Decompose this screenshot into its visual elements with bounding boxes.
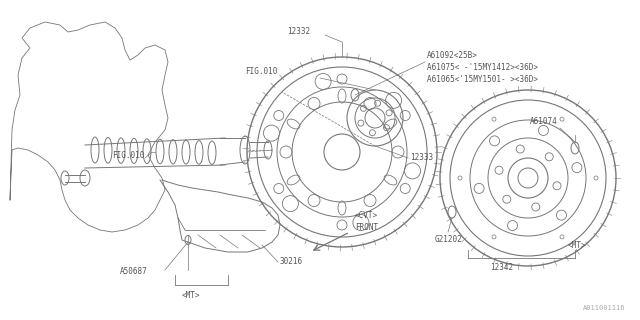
Text: 12333: 12333 — [410, 154, 433, 163]
Ellipse shape — [104, 138, 112, 163]
Text: <CVT>: <CVT> — [355, 211, 378, 220]
Ellipse shape — [169, 140, 177, 164]
Ellipse shape — [156, 139, 164, 164]
Text: FIG.010: FIG.010 — [245, 68, 277, 76]
Text: G21202: G21202 — [435, 236, 463, 244]
Ellipse shape — [130, 138, 138, 164]
Text: A61092<25B>: A61092<25B> — [427, 51, 478, 60]
Text: <MT>: <MT> — [568, 241, 586, 250]
Ellipse shape — [91, 137, 99, 163]
Text: 30216: 30216 — [280, 258, 303, 267]
Ellipse shape — [117, 138, 125, 163]
Text: A61065<'15MY1501- ><36D>: A61065<'15MY1501- ><36D> — [427, 76, 538, 84]
Text: FRONT: FRONT — [355, 223, 378, 233]
Ellipse shape — [208, 141, 216, 164]
Ellipse shape — [143, 139, 151, 164]
Ellipse shape — [264, 141, 272, 159]
Text: <MT>: <MT> — [182, 291, 200, 300]
Text: FIG.010: FIG.010 — [112, 150, 145, 159]
Text: A50687: A50687 — [120, 268, 148, 276]
Ellipse shape — [240, 136, 250, 164]
Ellipse shape — [182, 140, 190, 164]
Text: 12332: 12332 — [287, 28, 310, 36]
Text: A61075< -'15MY1412><36D>: A61075< -'15MY1412><36D> — [427, 63, 538, 73]
Text: A61074: A61074 — [530, 117, 557, 126]
Text: A011001116: A011001116 — [582, 305, 625, 311]
Text: 12342: 12342 — [490, 263, 513, 273]
Ellipse shape — [195, 140, 203, 164]
